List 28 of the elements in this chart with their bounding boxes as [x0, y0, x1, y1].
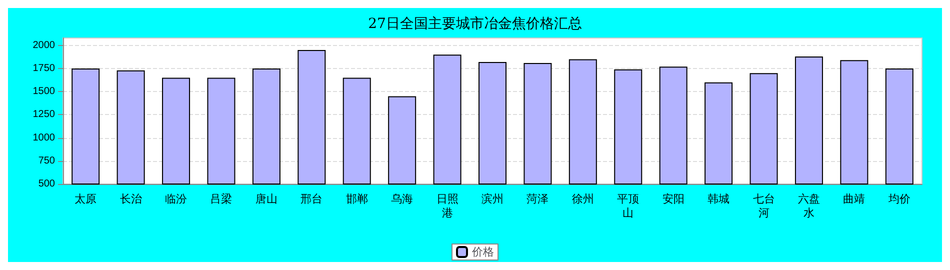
x-tick-label: 太原 — [74, 192, 97, 206]
x-tick-label: 平顶山 — [617, 192, 640, 220]
x-tick-label: 滨州 — [482, 192, 504, 206]
x-tick-label: 日照港 — [436, 192, 458, 220]
x-tick-label: 长治 — [120, 192, 142, 206]
y-tick-label: 2000 — [32, 40, 56, 51]
x-tick-label: 乌海 — [391, 192, 414, 206]
x-tick-label: 安阳 — [662, 192, 684, 206]
x-tick-label: 七台河 — [752, 192, 775, 220]
x-tick-label: 徐州 — [572, 192, 594, 206]
x-tick-label: 邯郸 — [346, 192, 368, 206]
legend-label: 价格 — [471, 246, 494, 258]
chart-title: 27日全国主要城市冶金焦价格汇总 — [368, 16, 582, 32]
x-tick-label: 均价 — [887, 192, 910, 206]
x-tick-label: 菏泽 — [526, 192, 549, 206]
x-tick-label: 韩城 — [708, 192, 730, 206]
x-tick-label: 邢台 — [300, 192, 323, 206]
x-tick-label: 曲靖 — [843, 192, 866, 206]
y-tick-label: 1750 — [32, 62, 56, 74]
y-tick-label: 750 — [38, 155, 56, 166]
x-tick-label: 临汾 — [165, 192, 188, 206]
x-tick-label: 六盘水 — [798, 192, 820, 220]
x-tick-label: 吕梁 — [210, 192, 232, 206]
y-tick-label: 1250 — [32, 109, 56, 120]
y-tick-label: 500 — [38, 178, 56, 190]
y-tick-label: 1000 — [32, 132, 56, 144]
y-tick-label: 1500 — [32, 86, 56, 98]
x-tick-label: 唐山 — [255, 192, 278, 206]
